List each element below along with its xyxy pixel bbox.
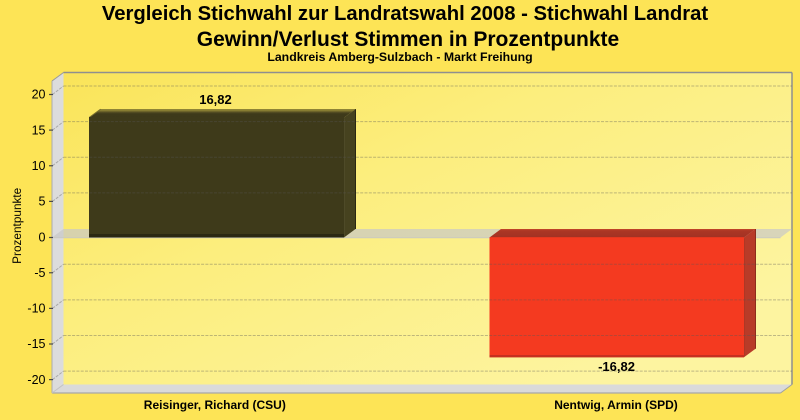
- svg-text:Gewinn/Verlust Stimmen in Proz: Gewinn/Verlust Stimmen in Prozentpunkte: [197, 28, 619, 51]
- svg-text:Reisinger, Richard (CSU): Reisinger, Richard (CSU): [144, 398, 286, 412]
- svg-text:-20: -20: [27, 373, 45, 387]
- svg-text:Nentwig, Armin (SPD): Nentwig, Armin (SPD): [554, 398, 678, 412]
- svg-text:-10: -10: [27, 302, 45, 316]
- svg-text:16,82: 16,82: [199, 92, 232, 107]
- svg-text:20: 20: [32, 88, 46, 102]
- svg-text:15: 15: [32, 123, 46, 137]
- svg-text:5: 5: [39, 195, 46, 209]
- svg-text:10: 10: [32, 159, 46, 173]
- svg-text:-15: -15: [27, 337, 45, 351]
- svg-text:-16,82: -16,82: [598, 359, 635, 374]
- svg-text:Prozentpunkte: Prozentpunkte: [10, 187, 24, 264]
- svg-text:0: 0: [39, 231, 46, 245]
- svg-text:Landkreis Amberg-Sulzbach - Ma: Landkreis Amberg-Sulzbach - Markt Freihu…: [267, 50, 532, 64]
- svg-text:Vergleich Stichwahl zur Landra: Vergleich Stichwahl zur Landratswahl 200…: [102, 3, 709, 25]
- svg-text:-5: -5: [34, 266, 45, 280]
